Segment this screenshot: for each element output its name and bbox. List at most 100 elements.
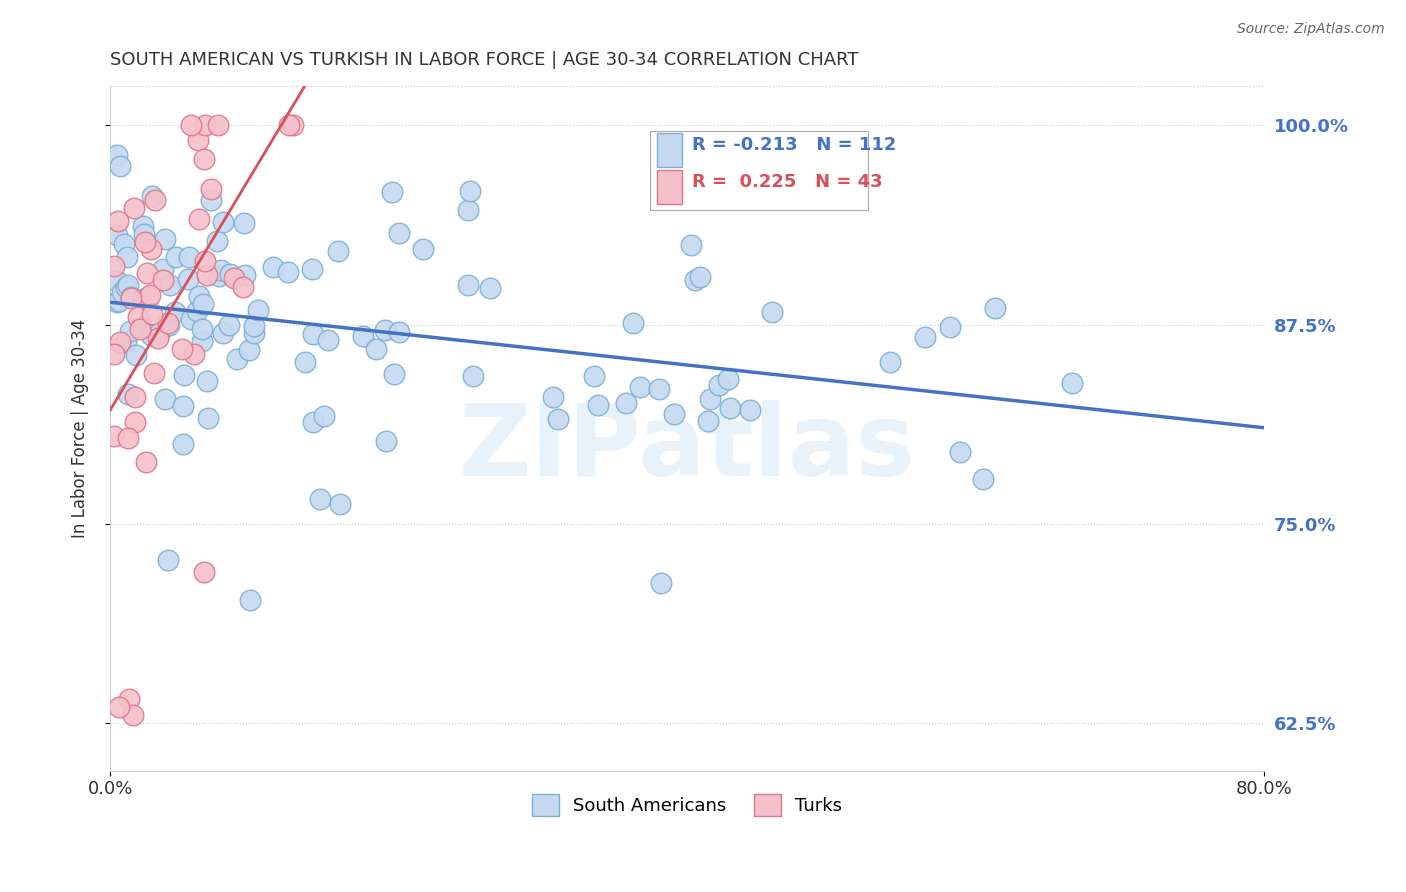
Point <box>281 119 304 133</box>
Point <box>115 335 138 350</box>
Point <box>134 235 156 250</box>
Point <box>218 318 240 332</box>
Point <box>547 412 569 426</box>
Point <box>122 201 145 215</box>
Point <box>738 402 761 417</box>
Point <box>316 333 339 347</box>
Point <box>112 236 135 251</box>
Point <box>541 390 564 404</box>
Point <box>366 342 388 356</box>
Point <box>193 565 215 579</box>
Point <box>141 189 163 203</box>
Point <box>352 329 374 343</box>
Point <box>457 277 479 292</box>
Point <box>135 455 157 469</box>
Point <box>157 318 180 332</box>
Text: ZIPatlas: ZIPatlas <box>458 401 915 497</box>
Point <box>662 407 685 421</box>
Point <box>197 411 219 425</box>
Point <box>180 119 202 133</box>
Point <box>180 312 202 326</box>
Point <box>111 285 134 299</box>
Point <box>614 396 637 410</box>
Point <box>163 305 186 319</box>
Point <box>149 325 172 339</box>
Point <box>136 266 159 280</box>
Point <box>115 250 138 264</box>
Point <box>238 593 260 607</box>
Point <box>243 318 266 333</box>
Point <box>108 700 131 714</box>
Point <box>159 278 181 293</box>
Text: R = -0.213   N = 112: R = -0.213 N = 112 <box>692 136 896 154</box>
Point <box>238 343 260 357</box>
Point <box>972 472 994 486</box>
Legend: South Americans, Turks: South Americans, Turks <box>524 787 849 823</box>
Point <box>301 327 323 342</box>
Point <box>121 707 143 722</box>
Point <box>105 294 128 309</box>
Point <box>108 334 131 349</box>
Point <box>263 260 285 275</box>
Point <box>165 250 187 264</box>
Point <box>120 291 142 305</box>
Point <box>301 262 323 277</box>
Point <box>115 280 138 294</box>
Point <box>132 219 155 234</box>
Y-axis label: In Labor Force | Age 30-34: In Labor Force | Age 30-34 <box>72 318 89 538</box>
Point <box>153 232 176 246</box>
Point <box>193 152 215 166</box>
Point <box>152 273 174 287</box>
Point <box>127 310 149 325</box>
Point <box>207 119 229 133</box>
Point <box>200 182 222 196</box>
Point <box>124 415 146 429</box>
Point <box>125 348 148 362</box>
Point <box>329 497 352 511</box>
Point <box>105 228 128 243</box>
Point <box>457 202 479 217</box>
Point <box>118 324 141 338</box>
Point <box>205 235 228 249</box>
Point <box>177 250 200 264</box>
Point <box>107 214 129 228</box>
Point <box>103 429 125 443</box>
Point <box>374 323 396 337</box>
Point <box>117 387 139 401</box>
Point <box>187 133 209 147</box>
Point <box>141 242 163 256</box>
Point <box>235 268 257 283</box>
Point <box>103 347 125 361</box>
Point <box>141 307 163 321</box>
Point <box>200 193 222 207</box>
Point <box>650 575 672 590</box>
Point <box>190 334 212 349</box>
Point <box>194 254 217 268</box>
Point <box>218 267 240 281</box>
Point <box>412 242 434 256</box>
Point <box>683 273 706 287</box>
Point <box>461 369 484 384</box>
Point <box>949 444 972 458</box>
Point <box>188 288 211 302</box>
Point <box>458 184 481 198</box>
Point <box>388 226 411 240</box>
Point <box>129 322 152 336</box>
Point <box>157 553 180 567</box>
Point <box>157 316 180 330</box>
Text: R =  0.225   N = 43: R = 0.225 N = 43 <box>692 173 883 191</box>
Point <box>105 148 128 162</box>
Point <box>187 212 209 227</box>
Point <box>209 262 232 277</box>
Point <box>121 290 143 304</box>
Point <box>139 327 162 342</box>
Point <box>143 194 166 208</box>
Point <box>136 290 159 304</box>
Point <box>717 372 740 386</box>
Point <box>648 383 671 397</box>
Point <box>208 268 231 283</box>
Point <box>143 366 166 380</box>
Point <box>914 330 936 344</box>
Point <box>621 316 644 330</box>
Point <box>308 491 330 506</box>
